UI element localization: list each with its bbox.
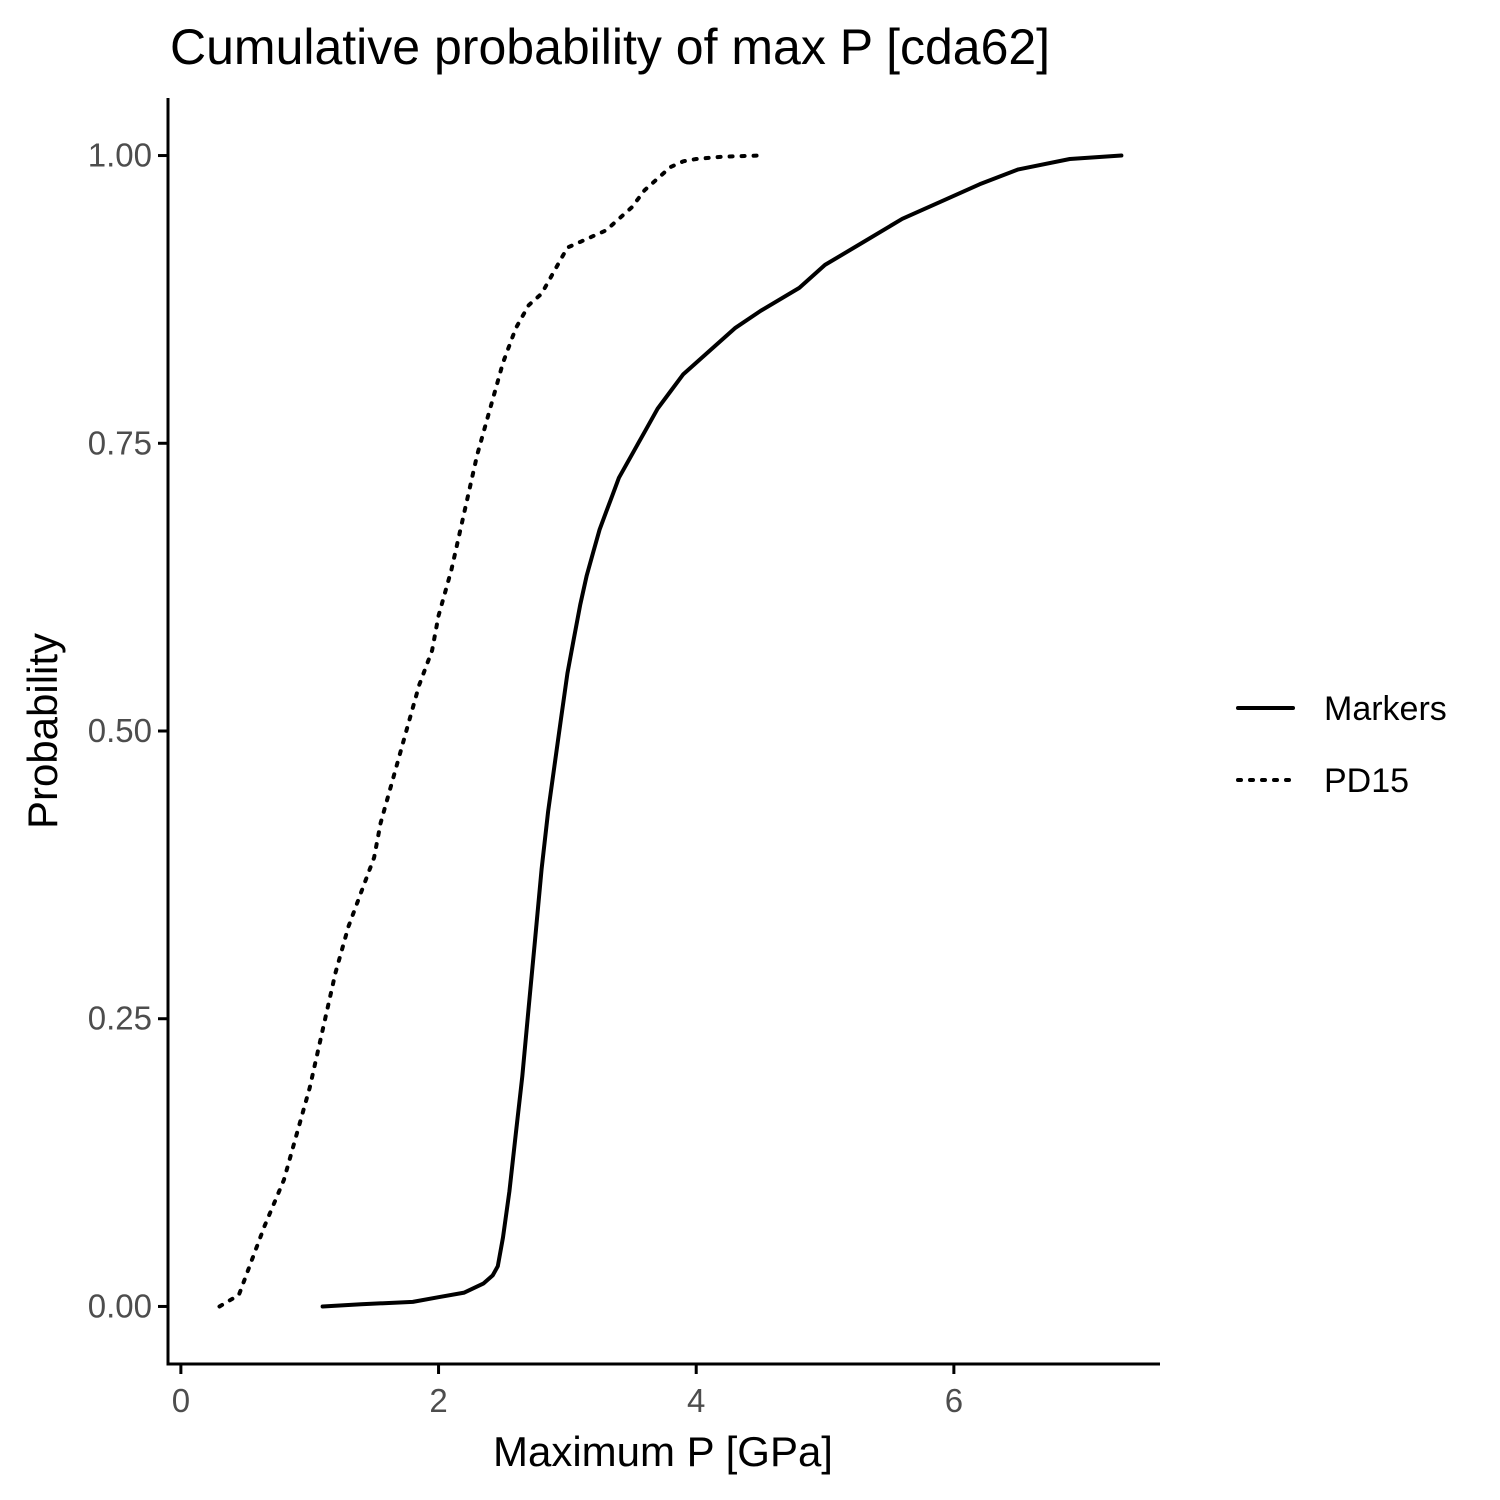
y-tick-label: 0.50 (88, 712, 152, 749)
x-axis-label: Maximum P [GPa] (493, 1428, 833, 1475)
series-line-markers (320, 153, 1124, 1309)
legend-label-markers: Markers (1324, 690, 1447, 728)
legend: Markers PD15 (1236, 690, 1447, 800)
x-tick-label: 0 (172, 1382, 190, 1419)
y-tick-label: 0.00 (88, 1287, 152, 1324)
y-tick-label: 1.00 (88, 137, 152, 174)
x-tick-label: 2 (429, 1382, 447, 1419)
x-ticks: 0 2 4 6 (172, 1364, 963, 1419)
chart-title: Cumulative probability of max P [cda62] (170, 19, 1050, 75)
x-tick-label: 6 (945, 1382, 963, 1419)
y-ticks: 0.00 0.25 0.50 0.75 1.00 (88, 137, 168, 1324)
y-tick-label: 0.75 (88, 424, 152, 461)
series-layer (217, 153, 1124, 1309)
x-tick-label: 4 (687, 1382, 705, 1419)
y-tick-label: 0.25 (88, 1000, 152, 1037)
y-axis-label: Probability (19, 633, 66, 829)
series-line-pd15 (217, 153, 763, 1309)
legend-label-pd15: PD15 (1324, 762, 1409, 800)
